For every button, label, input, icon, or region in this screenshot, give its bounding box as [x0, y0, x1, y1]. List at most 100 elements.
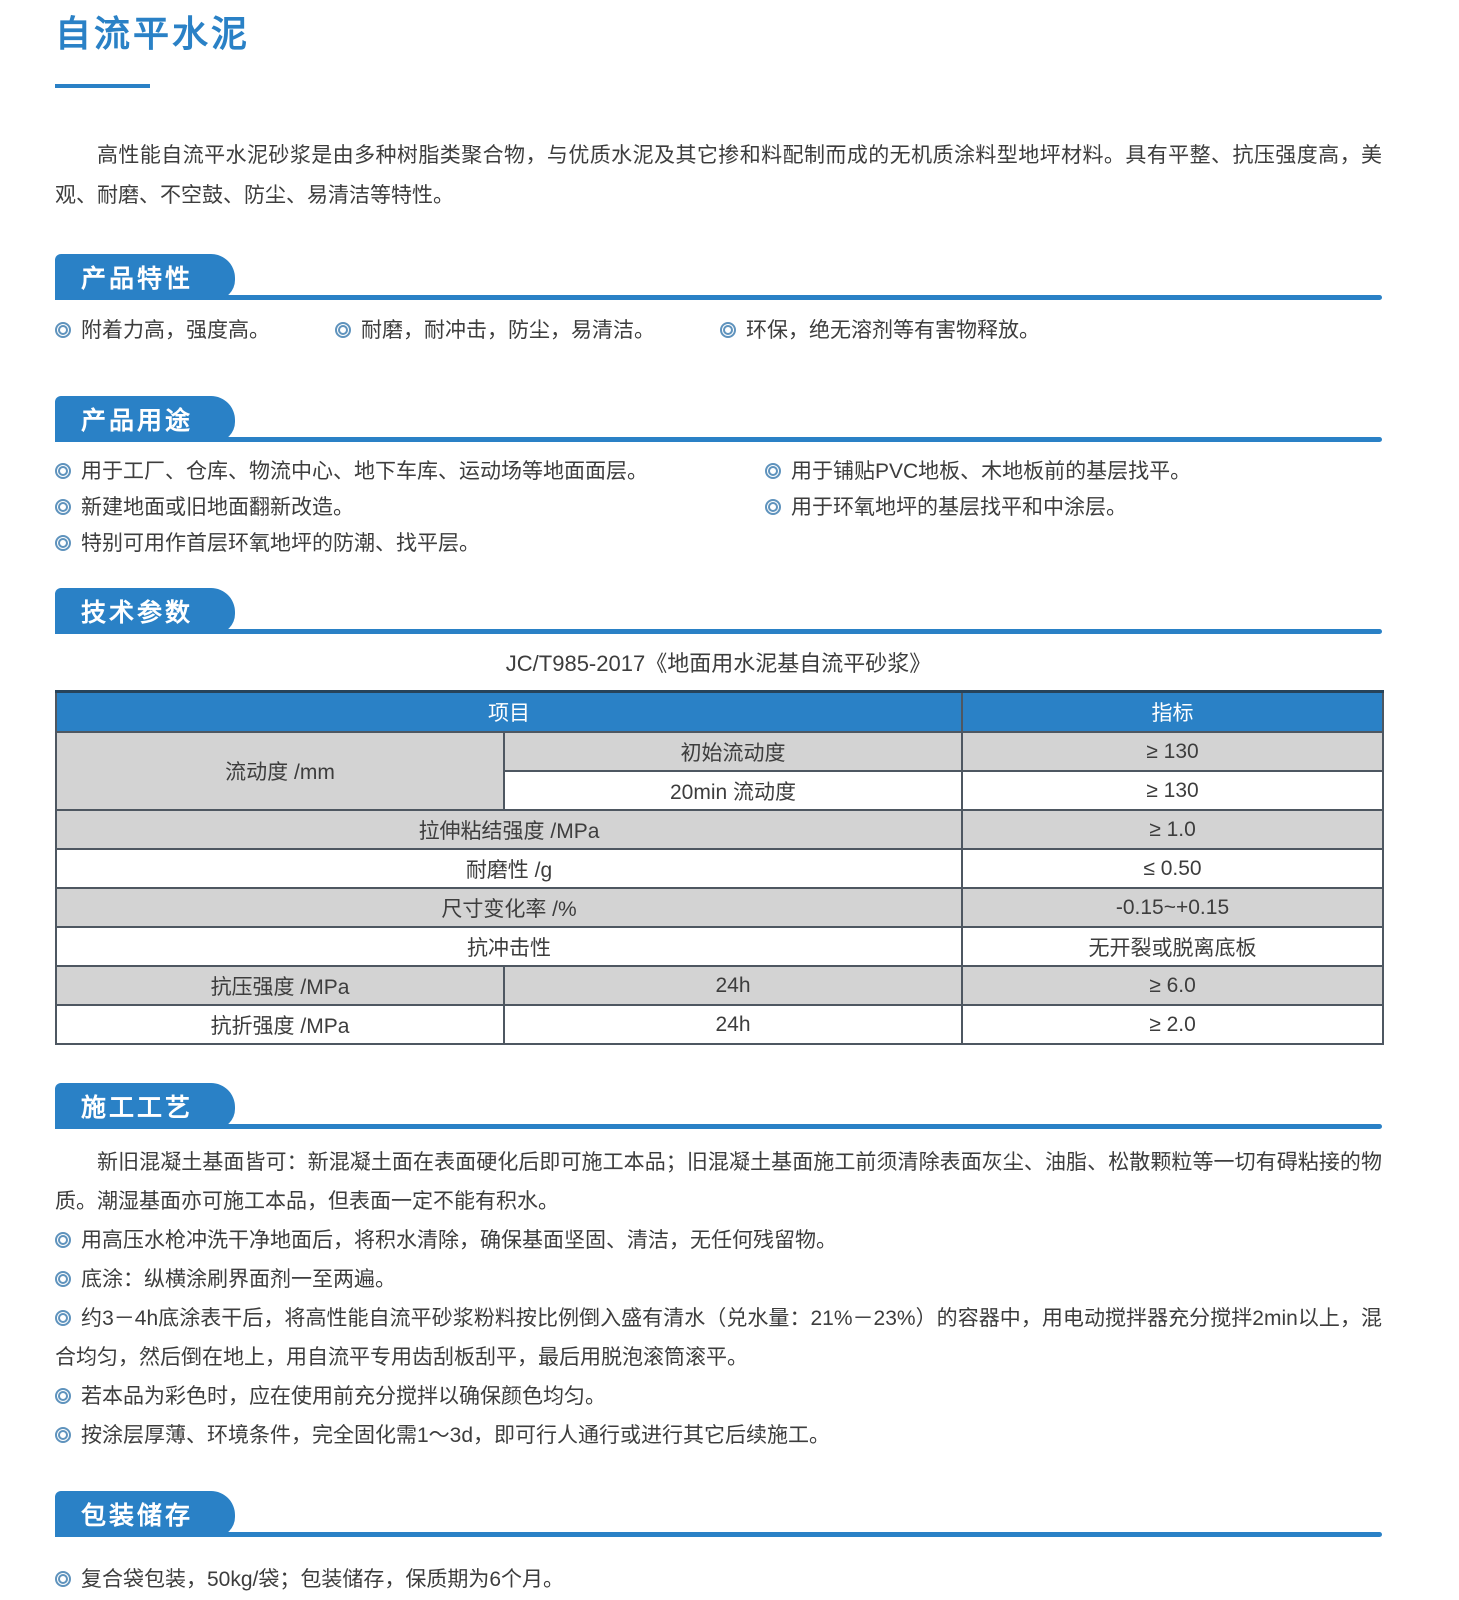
table-header-index: 指标 [961, 690, 1384, 733]
feature-item-text: 耐磨，耐冲击，防尘，易清洁。 [361, 319, 655, 342]
bullseye-bullet-icon [765, 499, 781, 515]
section-tab: 包装储存 [55, 1491, 235, 1537]
section-tab: 产品用途 [55, 396, 235, 442]
process-step-text: 底涂：纵横涂刷界面剂一至两遍。 [81, 1268, 396, 1291]
bullseye-bullet-icon [55, 322, 71, 338]
table-row: 流动度 /mm 初始流动度 ≥ 130 [55, 731, 1384, 811]
table-row: 抗折强度 /MPa 24h ≥ 2.0 [55, 1004, 1384, 1045]
table-cell-group: 抗折强度 /MPa [55, 1004, 505, 1045]
bullseye-bullet-icon [55, 535, 71, 551]
table-row: 抗冲击性 无开裂或脱离底板 [55, 926, 1384, 967]
table-cell-item: 尺寸变化率 /% [55, 887, 963, 928]
process-lead-paragraph: 新旧混凝土基面皆可：新混凝土面在表面硬化后即可施工本品；旧混凝土基面施工前须清除… [55, 1151, 1382, 1213]
spec-standard-caption: JC/T985-2017《地面用水泥基自流平砂浆》 [505, 651, 932, 676]
bullseye-bullet-icon [55, 499, 71, 515]
feature-item: 附着力高，强度高。 [55, 314, 270, 348]
process-step: 用高压水枪冲洗干净地面后，将积水清除，确保基面坚固、清洁，无任何残留物。 [55, 1221, 1382, 1260]
use-item-text: 特别可用作首层环氧地坪的防潮、找平层。 [81, 532, 480, 555]
section-tab-label: 包装储存 [81, 1502, 194, 1530]
packaging-item: 复合袋包装，50kg/袋；包装储存，保质期为6个月。 [55, 1565, 1382, 1595]
section-packaging: 包装储存 复合袋包装，50kg/袋；包装储存，保质期为6个月。 [55, 1491, 1382, 1595]
section-rule [55, 437, 1382, 442]
table-cell-group: 流动度 /mm [55, 731, 505, 811]
table-cell-value: ≥ 130 [961, 731, 1384, 772]
table-cell-value: ≥ 2.0 [961, 1004, 1384, 1045]
feature-item-text: 环保，绝无溶剂等有害物释放。 [746, 319, 1040, 342]
use-item-text: 新建地面或旧地面翻新改造。 [81, 496, 354, 519]
table-cell-item: 耐磨性 /g [55, 848, 963, 889]
table-cell-value: ≤ 0.50 [961, 848, 1384, 889]
table-cell-value: ≥ 1.0 [961, 809, 1384, 850]
use-item-right: 用于环氧地坪的基层找平和中涂层。 [765, 491, 1382, 521]
section-tab-label: 施工工艺 [81, 1094, 194, 1122]
process-step-text: 用高压水枪冲洗干净地面后，将积水清除，确保基面坚固、清洁，无任何残留物。 [81, 1229, 837, 1252]
bullseye-bullet-icon [55, 1271, 71, 1287]
bullseye-bullet-icon [765, 463, 781, 479]
bullseye-bullet-icon [55, 1232, 71, 1248]
table-cell-item: 抗冲击性 [55, 926, 963, 967]
table-row: 耐磨性 /g ≤ 0.50 [55, 848, 1384, 889]
section-rule [55, 629, 1382, 634]
section-tab: 施工工艺 [55, 1083, 235, 1129]
section-tab-label: 产品特性 [81, 265, 194, 293]
table-cell-sub: 20min 流动度 [503, 770, 963, 811]
section-features: 产品特性 附着力高，强度高。 耐磨，耐冲击，防尘，易清洁。 环保，绝无溶剂等有害… [55, 254, 1382, 348]
table-cell-value: ≥ 130 [961, 770, 1384, 811]
page-title: 自流平水泥 [55, 13, 251, 54]
bullseye-bullet-icon [55, 463, 71, 479]
process-step: 按涂层厚薄、环境条件，完全固化需1～3d，即可行人通行或进行其它后续施工。 [55, 1416, 1382, 1455]
section-header: 包装储存 [55, 1491, 1382, 1537]
bullseye-bullet-icon [55, 1571, 71, 1587]
table-header-item: 项目 [55, 690, 963, 733]
table-cell-value: -0.15~+0.15 [961, 887, 1384, 928]
process-step-text: 约3－4h底涂表干后，将高性能自流平砂浆粉料按比例倒入盛有清水（兑水量：21%－… [55, 1307, 1382, 1369]
table-row: 20min 流动度 ≥ 130 [56, 770, 1384, 811]
process-step: 若本品为彩色时，应在使用前充分搅拌以确保颜色均匀。 [55, 1377, 1382, 1416]
table-cell-sub: 初始流动度 [503, 731, 963, 772]
table-cell-value: 无开裂或脱离底板 [961, 926, 1384, 967]
table-row: 抗压强度 /MPa 24h ≥ 6.0 [55, 965, 1384, 1006]
section-tab-label: 产品用途 [81, 407, 194, 435]
section-tab: 产品特性 [55, 254, 235, 300]
use-item-left: 新建地面或旧地面翻新改造。 [55, 491, 765, 521]
section-header: 施工工艺 [55, 1083, 1382, 1129]
table-cell-value: ≥ 6.0 [961, 965, 1384, 1006]
section-header: 产品特性 [55, 254, 1382, 300]
section-rule [55, 1532, 1382, 1537]
feature-item: 环保，绝无溶剂等有害物释放。 [720, 314, 1040, 348]
section-uses: 产品用途 用于工厂、仓库、物流中心、地下车库、运动场等地面面层。 用于铺贴PVC… [55, 396, 1382, 560]
features-list: 附着力高，强度高。 耐磨，耐冲击，防尘，易清洁。 环保，绝无溶剂等有害物释放。 [55, 314, 1382, 348]
use-item-left: 用于工厂、仓库、物流中心、地下车库、运动场等地面面层。 [55, 455, 765, 485]
use-item-text: 用于铺贴PVC地板、木地板前的基层找平。 [791, 460, 1192, 483]
table-cell-sub: 24h [503, 1004, 963, 1045]
section-tab: 技术参数 [55, 588, 235, 634]
intro-paragraph: 高性能自流平水泥砂浆是由多种树脂类聚合物，与优质水泥及其它掺和料配制而成的无机质… [55, 144, 1382, 207]
bullseye-bullet-icon [55, 1310, 71, 1326]
use-item-text: 用于工厂、仓库、物流中心、地下车库、运动场等地面面层。 [81, 460, 648, 483]
process-step-text: 按涂层厚薄、环境条件，完全固化需1～3d，即可行人通行或进行其它后续施工。 [81, 1424, 831, 1447]
table-row: 拉伸粘结强度 /MPa ≥ 1.0 [55, 809, 1384, 850]
use-item-right: 用于铺贴PVC地板、木地板前的基层找平。 [765, 455, 1382, 485]
section-rule [55, 1124, 1382, 1129]
section-specs: 技术参数 JC/T985-2017《地面用水泥基自流平砂浆》 项目 指标 流动度… [55, 588, 1384, 1045]
bullseye-bullet-icon [55, 1388, 71, 1404]
use-item-left: 特别可用作首层环氧地坪的防潮、找平层。 [55, 527, 765, 557]
process-step: 底涂：纵横涂刷界面剂一至两遍。 [55, 1260, 1382, 1299]
use-item-text: 用于环氧地坪的基层找平和中涂层。 [791, 496, 1127, 519]
table-header-row: 项目 指标 [55, 690, 1384, 733]
bullseye-bullet-icon [335, 322, 351, 338]
section-rule [55, 295, 1382, 300]
bullseye-bullet-icon [55, 1427, 71, 1443]
table-cell-item: 拉伸粘结强度 /MPa [55, 809, 963, 850]
feature-item-text: 附着力高，强度高。 [81, 319, 270, 342]
bullseye-bullet-icon [720, 322, 736, 338]
section-tab-label: 技术参数 [81, 599, 194, 627]
table-cell-group: 抗压强度 /MPa [55, 965, 505, 1006]
spec-table: 项目 指标 流动度 /mm 初始流动度 ≥ 130 20min 流动度 ≥ 13… [55, 690, 1384, 1045]
section-header: 产品用途 [55, 396, 1382, 442]
packaging-item-text: 复合袋包装，50kg/袋；包装储存，保质期为6个月。 [81, 1568, 565, 1591]
uses-list: 用于工厂、仓库、物流中心、地下车库、运动场等地面面层。 用于铺贴PVC地板、木地… [55, 452, 1382, 560]
table-row: 尺寸变化率 /% -0.15~+0.15 [55, 887, 1384, 928]
section-process: 施工工艺 新旧混凝土基面皆可：新混凝土面在表面硬化后即可施工本品；旧混凝土基面施… [55, 1083, 1382, 1455]
